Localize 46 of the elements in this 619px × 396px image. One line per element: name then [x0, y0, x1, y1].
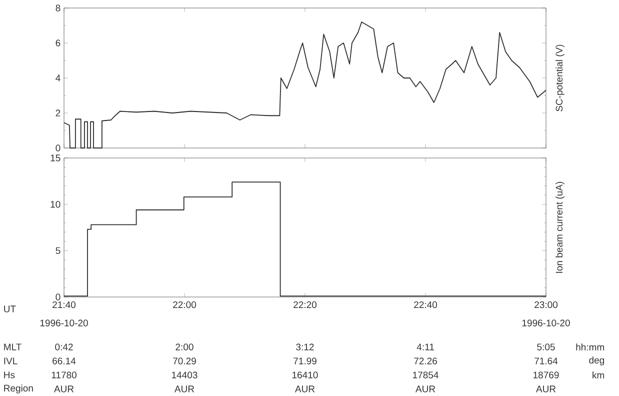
- text: 14403: [172, 372, 198, 378]
- y-axis-title: Ion beam current (uA): [556, 182, 564, 273]
- text: 3:12: [296, 344, 314, 350]
- text: 2:00: [176, 344, 194, 350]
- y-tick-label: 15: [50, 154, 60, 162]
- y-tick-label: 0: [56, 144, 60, 152]
- text: deg: [589, 356, 604, 366]
- text: 16410: [292, 372, 318, 378]
- y-tick-label: 2: [56, 110, 60, 116]
- text: AUR: [294, 386, 315, 392]
- x-tick-label: 21:40: [52, 301, 76, 308]
- text: 66.14: [52, 358, 76, 364]
- text: hh:mm: [576, 344, 604, 350]
- text: 17854: [413, 372, 438, 378]
- text: UT: [4, 306, 16, 312]
- text: 72.26: [414, 358, 437, 364]
- x-tick-label: 22:00: [173, 301, 196, 308]
- text: AUR: [54, 386, 74, 392]
- text: km: [592, 372, 604, 378]
- text: Hs: [4, 372, 15, 378]
- text: AUR: [415, 386, 436, 392]
- text: 71.99: [294, 358, 316, 364]
- y-tick-label: 8: [56, 4, 60, 12]
- x-tick-label: 23:00: [534, 301, 558, 308]
- text: 1996-10-20: [522, 320, 570, 326]
- text: IVL: [4, 358, 18, 364]
- text: 1996-10-20: [40, 320, 88, 326]
- text: Region: [4, 384, 33, 394]
- text: AUR: [536, 386, 556, 392]
- text: MLT: [4, 344, 22, 350]
- y-tick-label: 6: [56, 40, 60, 46]
- text: 0:42: [55, 344, 73, 350]
- y-tick-label: 10: [50, 200, 60, 208]
- text: 11780: [52, 372, 76, 378]
- y-tick-label: 5: [56, 247, 60, 254]
- y-tick-label: 4: [56, 74, 60, 82]
- x-tick-label: 22:20: [294, 301, 316, 308]
- y-axis-title: SC-potential (V): [556, 44, 564, 112]
- y-tick-label: 0: [56, 294, 60, 300]
- text: 4:11: [416, 344, 434, 350]
- text: 18769: [534, 372, 559, 378]
- text: 71.64: [534, 358, 558, 364]
- text: 70.29: [173, 358, 196, 364]
- text: 5:05: [537, 344, 555, 350]
- x-tick-label: 22:40: [414, 301, 438, 308]
- text: AUR: [174, 386, 194, 392]
